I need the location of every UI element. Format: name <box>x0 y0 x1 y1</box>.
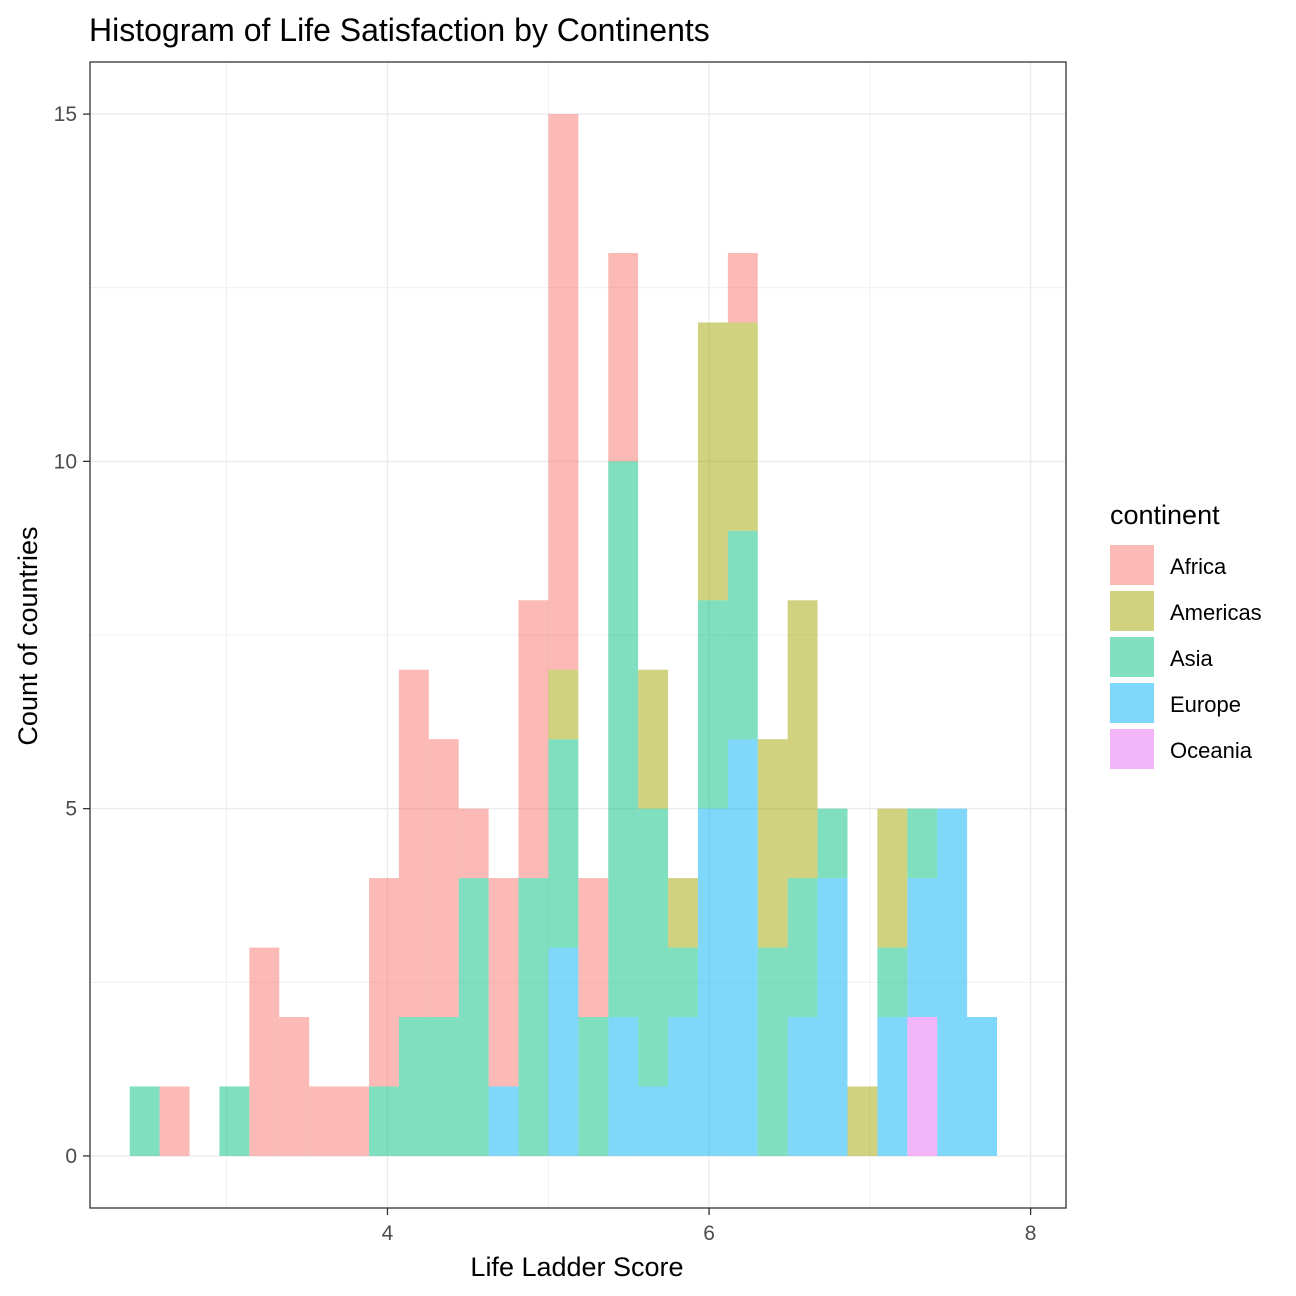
y-tick-label: 15 <box>54 103 77 126</box>
legend-swatch-asia <box>1110 637 1154 677</box>
bar-europe <box>608 1017 639 1156</box>
bar-africa <box>727 253 758 323</box>
x-axis-title: Life Ladder Score <box>470 1252 683 1282</box>
plot-border <box>89 61 1067 1209</box>
bar-americas <box>877 808 908 948</box>
bar-europe <box>668 1017 698 1156</box>
bar-africa <box>458 808 489 879</box>
bar-asia <box>518 878 549 1156</box>
chart-title: Histogram of Life Satisfaction by Contin… <box>89 12 710 48</box>
bar-africa <box>518 600 549 879</box>
bar-europe <box>817 878 848 1156</box>
bar-europe <box>907 878 938 1017</box>
legend-title: continent <box>1110 500 1220 530</box>
bar-americas <box>847 1086 878 1156</box>
bar-africa <box>398 669 429 1017</box>
bar-asia <box>129 1086 160 1156</box>
bar-asia <box>638 808 669 1087</box>
bar-asia <box>907 808 938 879</box>
x-tick-label: 6 <box>703 1222 715 1245</box>
bar-europe <box>488 1086 519 1156</box>
bar-americas <box>787 600 818 879</box>
bar-americas <box>668 878 698 948</box>
bar-americas <box>757 739 788 948</box>
bar-africa <box>279 1017 310 1156</box>
legend-label-americas: Americas <box>1170 600 1262 625</box>
bar-asia <box>668 947 698 1017</box>
bar-africa <box>578 878 609 1017</box>
bar-africa <box>309 1086 340 1156</box>
bar-asia <box>368 1086 399 1156</box>
bar-africa <box>548 114 579 670</box>
bar-europe <box>967 1017 998 1156</box>
bar-asia <box>787 878 818 1017</box>
legend-swatch-europe <box>1110 683 1154 723</box>
bar-asia <box>697 600 728 809</box>
bar-africa <box>159 1086 190 1156</box>
bar-africa <box>428 739 459 1017</box>
bar-europe <box>697 808 728 1156</box>
legend-swatch-africa <box>1110 545 1154 585</box>
histogram-bars <box>129 114 998 1156</box>
y-tick-label: 5 <box>65 798 77 821</box>
x-tick-label: 4 <box>382 1222 394 1245</box>
bar-africa <box>488 878 519 1087</box>
bar-americas <box>697 322 728 601</box>
bar-asia <box>877 947 908 1017</box>
bar-asia <box>548 739 579 948</box>
bar-asia <box>727 530 758 740</box>
bar-europe <box>638 1086 669 1156</box>
bar-asia <box>817 808 848 879</box>
bar-oceania <box>907 1017 938 1156</box>
bar-africa <box>608 253 639 462</box>
bar-asia <box>757 947 788 1156</box>
bar-asia <box>398 1017 429 1156</box>
bar-africa <box>339 1086 369 1156</box>
y-axis: 0 5 10 15 <box>54 103 90 1168</box>
legend-label-asia: Asia <box>1170 646 1214 671</box>
legend-label-europe: Europe <box>1170 692 1241 717</box>
legend-label-africa: Africa <box>1170 554 1227 579</box>
bar-europe <box>727 739 758 1156</box>
x-tick-label: 8 <box>1025 1222 1037 1245</box>
bar-africa <box>368 878 399 1087</box>
bar-africa <box>249 947 280 1156</box>
bar-americas <box>638 669 669 809</box>
bar-europe <box>787 1017 818 1156</box>
legend-label-oceania: Oceania <box>1170 738 1253 763</box>
x-axis: 4 6 8 <box>382 1208 1037 1245</box>
bar-asia <box>608 461 639 1017</box>
legend-swatch-americas <box>1110 591 1154 631</box>
bar-americas <box>727 322 758 531</box>
bar-asia <box>578 1017 609 1156</box>
y-axis-title: Count of countries <box>13 526 43 745</box>
y-tick-label: 10 <box>54 450 77 473</box>
legend-swatch-oceania <box>1110 729 1154 769</box>
bar-asia <box>219 1086 250 1156</box>
bar-europe <box>937 808 968 1156</box>
bar-europe <box>877 1017 908 1156</box>
bar-europe <box>548 947 579 1156</box>
bar-americas <box>548 669 579 740</box>
legend: continent Africa Americas Asia Europe Oceani… <box>1110 500 1262 769</box>
bar-asia <box>458 878 489 1156</box>
bar-asia <box>428 1017 459 1156</box>
y-tick-label: 0 <box>65 1145 77 1168</box>
